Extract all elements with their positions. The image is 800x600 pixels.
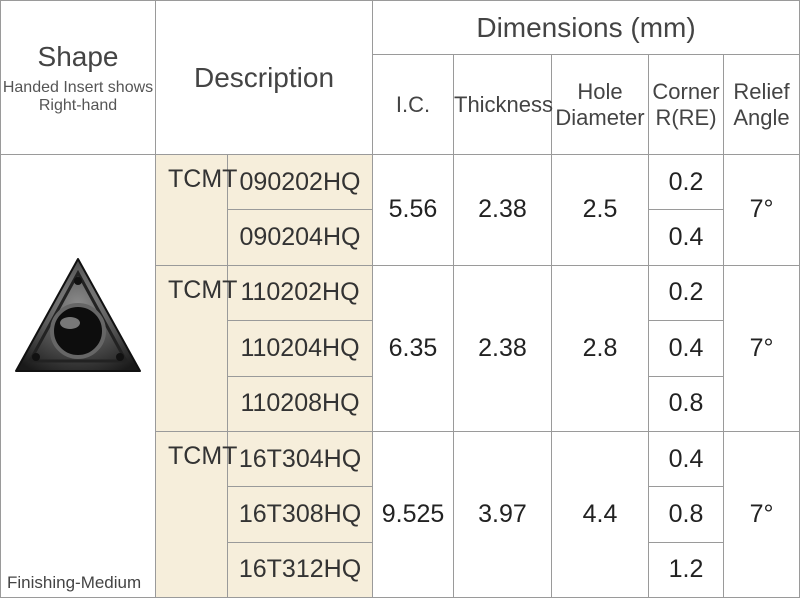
header-hole-diameter: Hole Diameter xyxy=(552,55,649,155)
header-thickness: Thickness xyxy=(454,55,552,155)
header-corner-r: Corner R(RE) xyxy=(649,55,724,155)
cell-corner: 0.4 xyxy=(649,321,724,376)
cell-hole-diameter: 2.5 xyxy=(552,155,649,266)
desc-prefix: TCMT xyxy=(156,155,228,266)
header-dimensions: Dimensions (mm) xyxy=(373,1,800,55)
cell-hole-diameter: 2.8 xyxy=(552,265,649,431)
cell-relief: 7° xyxy=(724,265,800,431)
cell-corner: 0.8 xyxy=(649,376,724,431)
table-row: Finishing-Medium TCMT 090202HQ 5.56 2.38… xyxy=(1,155,800,210)
cell-ic: 5.56 xyxy=(373,155,454,266)
cell-corner: 0.8 xyxy=(649,487,724,542)
desc-code: 110208HQ xyxy=(228,376,373,431)
cell-corner: 1.2 xyxy=(649,542,724,597)
header-shape-sublabel: Handed Insert shows Right-hand xyxy=(1,73,155,115)
cell-corner: 0.2 xyxy=(649,265,724,320)
desc-code: 090204HQ xyxy=(228,210,373,265)
desc-prefix: TCMT xyxy=(156,265,228,431)
desc-code: 16T308HQ xyxy=(228,487,373,542)
desc-code: 16T312HQ xyxy=(228,542,373,597)
triangle-insert-icon xyxy=(8,253,148,383)
cell-thickness: 3.97 xyxy=(454,431,552,597)
cell-corner: 0.4 xyxy=(649,210,724,265)
desc-prefix: TCMT xyxy=(156,431,228,597)
cell-thickness: 2.38 xyxy=(454,265,552,431)
desc-code: 110204HQ xyxy=(228,321,373,376)
shape-footer-label: Finishing-Medium xyxy=(7,573,141,593)
header-ic: I.C. xyxy=(373,55,454,155)
cell-ic: 9.525 xyxy=(373,431,454,597)
cell-hole-diameter: 4.4 xyxy=(552,431,649,597)
desc-code: 110202HQ xyxy=(228,265,373,320)
shape-cell: Finishing-Medium xyxy=(1,155,156,598)
header-relief-angle: Relief Angle xyxy=(724,55,800,155)
cell-ic: 6.35 xyxy=(373,265,454,431)
cell-corner: 0.2 xyxy=(649,155,724,210)
header-description: Description xyxy=(156,1,373,155)
desc-code: 16T304HQ xyxy=(228,431,373,486)
cell-thickness: 2.38 xyxy=(454,155,552,266)
cell-relief: 7° xyxy=(724,155,800,266)
cell-corner: 0.4 xyxy=(649,431,724,486)
insert-spec-table: Shape Handed Insert shows Right-hand Des… xyxy=(0,0,800,598)
header-shape: Shape Handed Insert shows Right-hand xyxy=(1,1,156,155)
cell-relief: 7° xyxy=(724,431,800,597)
header-shape-label: Shape xyxy=(1,41,155,73)
desc-code: 090202HQ xyxy=(228,155,373,210)
